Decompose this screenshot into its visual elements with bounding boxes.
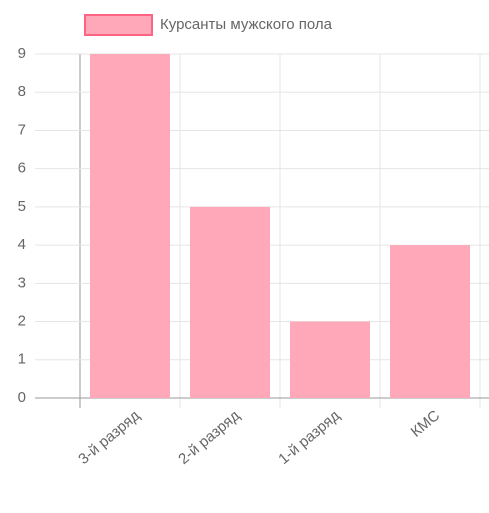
x-tick-label: 3-й разряд <box>75 407 143 468</box>
y-tick-label: 7 <box>18 121 26 138</box>
bar <box>390 245 470 398</box>
y-tick-label: 2 <box>18 313 26 330</box>
x-tick-label: 2-й разряд <box>175 407 243 468</box>
x-tick-label: КМС <box>408 407 444 441</box>
y-tick-label: 9 <box>18 45 26 62</box>
legend-swatch[interactable] <box>84 14 153 36</box>
legend-label[interactable]: Курсанты мужского пола <box>160 16 333 33</box>
bar <box>90 54 170 398</box>
bar <box>190 206 270 398</box>
x-tick-label: 1-й разряд <box>275 407 343 468</box>
y-tick-label: 1 <box>18 351 26 368</box>
y-tick-label: 6 <box>18 160 26 177</box>
y-tick-label: 8 <box>18 83 26 100</box>
bar <box>290 321 370 398</box>
y-tick-label: 0 <box>18 389 26 406</box>
y-tick-label: 3 <box>18 274 26 291</box>
y-tick-label: 4 <box>18 236 26 253</box>
y-tick-label: 5 <box>18 198 26 215</box>
